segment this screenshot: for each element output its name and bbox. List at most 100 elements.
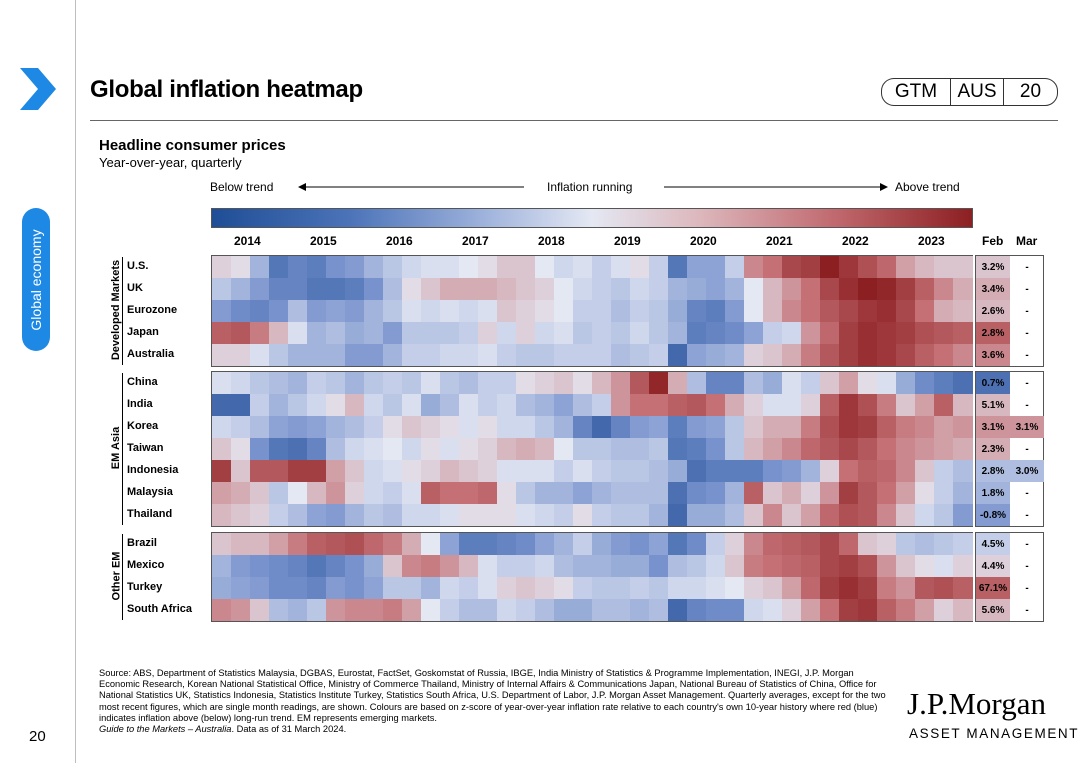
heatmap-cell: [877, 438, 897, 460]
heatmap-cell: [383, 256, 403, 278]
country-label: China: [127, 376, 158, 388]
heatmap-cell: [231, 344, 251, 366]
heatmap-cell: [934, 533, 954, 555]
heatmap-cell: [212, 599, 232, 621]
mar-value: -: [1025, 604, 1029, 616]
country-label: Mexico: [127, 559, 165, 571]
country-label: Taiwan: [127, 442, 164, 454]
heatmap-cell: [858, 438, 878, 460]
heatmap-cell: [782, 577, 802, 599]
heatmap-cell: [934, 504, 954, 526]
heatmap-cell: [345, 482, 365, 504]
heatmap-cell: [706, 394, 726, 416]
heatmap-cell: [649, 460, 669, 482]
heatmap-cell: [839, 460, 859, 482]
heatmap-cell: [668, 599, 688, 621]
heatmap-cell: [421, 555, 441, 577]
heatmap-cell: [706, 256, 726, 278]
heatmap-cell: [212, 438, 232, 460]
heatmap-cell: [573, 482, 593, 504]
heatmap-cell: [915, 344, 935, 366]
heatmap-cell: [915, 300, 935, 322]
group-label: EM Asia: [110, 426, 123, 470]
heatmap-cell: [896, 577, 916, 599]
heatmap-cell: [497, 394, 517, 416]
heatmap-cell: [630, 256, 650, 278]
mar-value: -: [1025, 261, 1029, 273]
country-label: Brazil: [127, 537, 157, 549]
heatmap-cell: [535, 438, 555, 460]
heatmap-cell: [269, 416, 289, 438]
heatmap-cell: [383, 577, 403, 599]
heatmap-cell: [744, 256, 764, 278]
legend-middle: Inflation running: [547, 180, 633, 194]
feb-value: 0.7%: [976, 372, 1010, 394]
heatmap-cell: [212, 533, 232, 555]
heatmap-cell: [858, 322, 878, 344]
heatmap-cell: [326, 555, 346, 577]
country-label: Indonesia: [127, 464, 179, 476]
heatmap-cell: [421, 322, 441, 344]
heatmap-cell: [858, 482, 878, 504]
heatmap-cell: [725, 256, 745, 278]
heatmap-cell: [915, 482, 935, 504]
heatmap-cell: [269, 460, 289, 482]
heatmap-cell: [345, 416, 365, 438]
heatmap-cell: [649, 256, 669, 278]
heatmap-cell: [383, 599, 403, 621]
heatmap-cell: [307, 344, 327, 366]
mar-value: -: [1025, 399, 1029, 411]
year-tick-label: 2016: [386, 234, 413, 248]
group-bracket: [122, 373, 123, 525]
heatmap-cell: [250, 256, 270, 278]
heatmap-cell: [763, 300, 783, 322]
heatmap-cell: [535, 416, 555, 438]
heatmap-cell: [630, 300, 650, 322]
heatmap-cell: [801, 533, 821, 555]
heatmap-cell: [649, 322, 669, 344]
heatmap-cell: [478, 256, 498, 278]
heatmap-cell: [839, 504, 859, 526]
heatmap-cell: [231, 504, 251, 526]
heatmap-cell: [364, 278, 384, 300]
heatmap-cell: [573, 438, 593, 460]
heatmap-cell: [858, 460, 878, 482]
heatmap-cell: [250, 394, 270, 416]
heatmap-cell: [934, 555, 954, 577]
heatmap-cell: [820, 322, 840, 344]
group-label: Developed Markets: [110, 259, 123, 361]
badge-gtm: GTM: [882, 79, 951, 105]
heatmap-cell: [763, 344, 783, 366]
mar-value: 3.1%: [1010, 416, 1044, 438]
heatmap-cell: [421, 416, 441, 438]
heatmap-cell: [516, 278, 536, 300]
heatmap-cell: [402, 278, 422, 300]
heatmap-cell: [820, 482, 840, 504]
heatmap-cell: [554, 577, 574, 599]
heatmap-cell: [934, 599, 954, 621]
heatmap-cell: [250, 300, 270, 322]
heatmap-cell: [839, 577, 859, 599]
heatmap-cell: [668, 322, 688, 344]
heatmap-cell: [402, 460, 422, 482]
heatmap-cell: [820, 504, 840, 526]
group-label: Other EM: [109, 551, 122, 601]
country-label: Australia: [127, 348, 175, 360]
heatmap-cell: [649, 577, 669, 599]
gtm-badge: GTM AUS 20: [881, 78, 1058, 106]
heatmap-cell: [801, 555, 821, 577]
heatmap-cell: [383, 482, 403, 504]
heatmap-cell: [820, 344, 840, 366]
section-tab-label: Global economy: [28, 228, 44, 331]
heatmap-cell: [345, 533, 365, 555]
heatmap-cell: [421, 278, 441, 300]
heatmap-cell: [402, 416, 422, 438]
heatmap-cell: [725, 372, 745, 394]
heatmap-cell: [877, 460, 897, 482]
heatmap-cell: [269, 577, 289, 599]
section-tab[interactable]: Global economy: [22, 208, 50, 351]
heatmap-cell: [801, 278, 821, 300]
heatmap-cell: [421, 438, 441, 460]
heatmap-cell: [763, 394, 783, 416]
heatmap-cell: [687, 278, 707, 300]
